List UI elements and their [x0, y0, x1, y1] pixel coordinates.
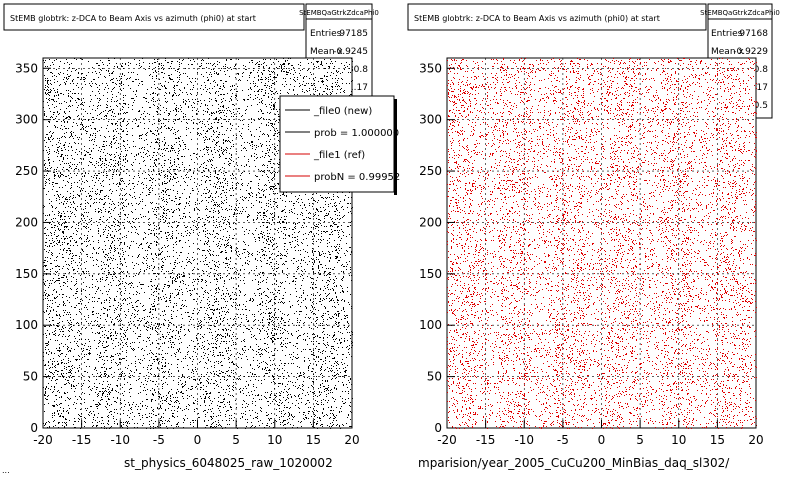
y-tick-label: 300	[15, 113, 38, 127]
left-footer: st_physics_6048025_raw_1020002	[124, 456, 333, 470]
footer-left-fragment: ...	[2, 466, 10, 475]
stats-value: 180.8	[342, 65, 368, 75]
x-tick-label: -15	[72, 433, 92, 447]
legend-label: _file1 (ref)	[313, 150, 365, 161]
stats-name: StEMBQaGtrkZdcaPhi0	[299, 9, 379, 17]
stats-value: 97185	[339, 29, 368, 39]
scatter-point-series	[43, 58, 353, 429]
legend-label: prob = 1.000000	[314, 128, 399, 139]
x-tick-label: -10	[514, 433, 534, 447]
stats-label: Entries	[711, 29, 743, 39]
stats-value: 97168	[739, 29, 768, 39]
right-footer: mparision/year_2005_CuCu200_MinBias_daq_…	[418, 456, 730, 470]
x-tick-label: 10	[267, 433, 282, 447]
stats-label: Mean x	[711, 47, 744, 57]
y-tick-label: 50	[427, 370, 442, 384]
y-tick-label: 250	[15, 164, 38, 178]
y-tick-label: 200	[15, 215, 38, 229]
y-tick-label: 100	[15, 318, 38, 332]
y-tick-label: 350	[15, 61, 38, 75]
stats-name: StEMBQaGtrkZdcaPhi0	[700, 9, 780, 17]
y-tick-label: 150	[419, 267, 442, 281]
x-tick-label: 20	[748, 433, 763, 447]
left-panel: StEMB globtrk: z-DCA to Beam Axis vs azi…	[3, 3, 400, 447]
stats-label: Mean x	[310, 47, 343, 57]
y-tick-label: 350	[419, 61, 442, 75]
plot-title: StEMB globtrk: z-DCA to Beam Axis vs azi…	[10, 14, 256, 23]
x-tick-label: 20	[344, 433, 359, 447]
y-tick-label: 300	[419, 113, 442, 127]
x-tick-label: -20	[437, 433, 457, 447]
y-tick-label: 0	[30, 421, 38, 435]
title-box	[407, 3, 707, 31]
plot-title: StEMB globtrk: z-DCA to Beam Axis vs azi…	[414, 14, 660, 23]
x-tick-label: 5	[232, 433, 240, 447]
legend-label: probN = 0.99952	[314, 172, 400, 183]
x-tick-label: -20	[33, 433, 53, 447]
x-tick-label: 5	[636, 433, 644, 447]
y-tick-label: 100	[419, 318, 442, 332]
x-tick-label: 10	[671, 433, 686, 447]
x-tick-label: -15	[476, 433, 496, 447]
stats-value: -0.9245	[333, 47, 368, 57]
stats-label: Entries	[310, 29, 342, 39]
x-tick-label: -5	[153, 433, 165, 447]
x-tick-label: 0	[194, 433, 202, 447]
y-tick-label: 0	[434, 421, 442, 435]
x-tick-label: 15	[306, 433, 321, 447]
legend-label: _file0 (new)	[313, 106, 372, 117]
x-tick-label: -5	[557, 433, 569, 447]
y-tick-label: 50	[23, 370, 38, 384]
x-tick-label: -10	[110, 433, 130, 447]
scatter-points	[43, 58, 353, 429]
y-tick-label: 200	[419, 215, 442, 229]
x-tick-label: 0	[598, 433, 606, 447]
title-box	[3, 3, 305, 31]
right-panel: StEMB globtrk: z-DCA to Beam Axis vs azi…	[407, 3, 780, 447]
y-tick-label: 150	[15, 267, 38, 281]
legend-shadow	[394, 99, 397, 195]
stats-value: -0.9229	[733, 47, 768, 57]
legend-entries: _file0 (new) prob = 1.000000 _file1 (ref) p…	[285, 106, 400, 183]
x-tick-label: 15	[710, 433, 725, 447]
stats-value: 11.17	[342, 83, 368, 93]
y-tick-label: 250	[419, 164, 442, 178]
